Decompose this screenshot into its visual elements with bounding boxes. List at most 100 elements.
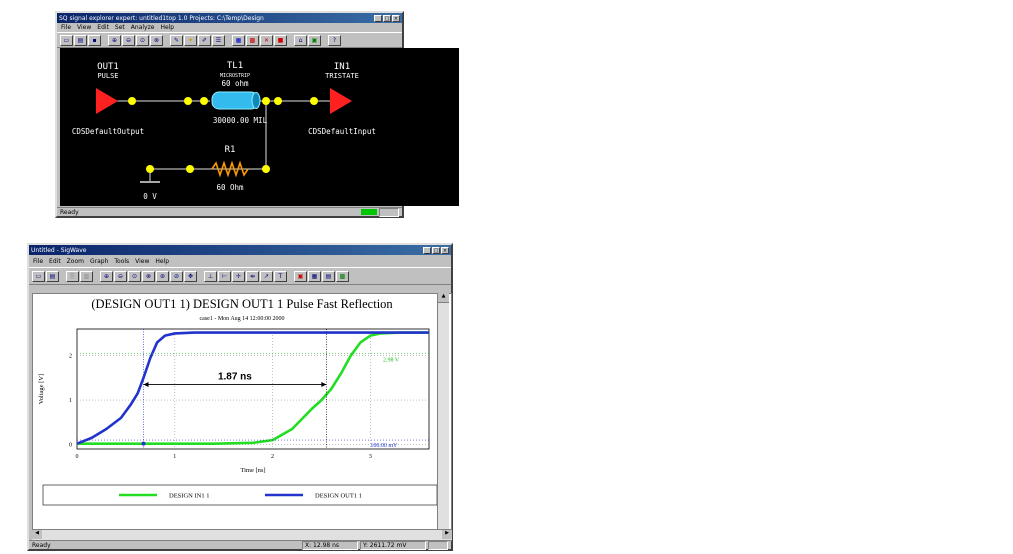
menu-graph[interactable]: Graph	[89, 257, 109, 265]
net-button[interactable]: ▩	[246, 34, 259, 46]
menu-help[interactable]: Help	[160, 24, 175, 31]
edit-tool-button[interactable]: ✎	[170, 34, 183, 46]
crosshair-button[interactable]: ✛	[232, 270, 245, 282]
legend-label-in1: DESIGN IN1 1	[169, 493, 209, 500]
vertical-scrollbar[interactable]: ▲	[437, 293, 449, 529]
tl1-impedance: 60 ohm	[221, 79, 249, 88]
zoom-prev-button[interactable]: ⊘	[170, 270, 183, 282]
status-panel	[379, 207, 399, 217]
delta-button[interactable]: ⇹	[246, 270, 259, 282]
probe-button[interactable]: ▦	[232, 34, 245, 46]
out1-driver-symbol	[96, 88, 118, 114]
schematic-titlebar: SQ signal explorer expert: untitled1top …	[57, 13, 402, 23]
home-button[interactable]: ⌂	[294, 34, 307, 46]
series-line-design-out1	[76, 331, 429, 445]
cursor-button[interactable]: ⊢	[218, 270, 231, 282]
y-axis-label: Voltage [V]	[38, 374, 45, 404]
menu-help[interactable]: Help	[155, 257, 170, 265]
waveform-chart[interactable]: (DESIGN OUT1 1) DESIGN OUT1 1 Pulse Fast…	[33, 294, 451, 530]
delay-annotation: 1.87 ns	[218, 372, 252, 383]
new-file-button[interactable]: ▭	[32, 270, 45, 282]
text-tool-button[interactable]: T	[274, 270, 287, 282]
zoom-area-button[interactable]: ⊗	[150, 34, 163, 46]
scroll-up-button[interactable]: ▲	[438, 293, 449, 303]
delete-button[interactable]: ✕	[260, 34, 273, 46]
series-lines	[76, 331, 429, 445]
close-button[interactable]: ×	[392, 14, 400, 22]
maximize-button[interactable]: □	[383, 14, 391, 22]
help-button[interactable]: ?	[328, 34, 341, 46]
schematic-canvas[interactable]: OUT1 PULSE CDSDefaultOutput TL1 MICROSTR…	[60, 48, 459, 206]
maximize-button[interactable]: □	[432, 246, 440, 254]
sigwave-status-text: Ready	[32, 541, 51, 549]
grid-view-button[interactable]: ▦	[308, 270, 321, 282]
simulate-button[interactable]: ▣	[308, 34, 321, 46]
gnd-label: 0 V	[143, 192, 157, 201]
save-button[interactable]: ▪	[88, 34, 101, 46]
menu-file[interactable]: File	[33, 257, 44, 265]
menu-file[interactable]: File	[61, 24, 72, 31]
high-level-annotation: 2.98 V	[383, 357, 400, 363]
paste-button[interactable]: ▥	[80, 270, 93, 282]
schematic-title: SQ signal explorer expert: untitled1top …	[59, 14, 264, 22]
copy-button[interactable]: ⎘	[66, 270, 79, 282]
axis-ticks: 0 1 2 3 0 1 2	[69, 354, 372, 460]
minimize-button[interactable]: _	[423, 246, 431, 254]
export-button[interactable]: ▩	[336, 270, 349, 282]
pencil-tool-button[interactable]: ✐	[198, 34, 211, 46]
zoom-in-button[interactable]: ⊕	[100, 270, 113, 282]
menu-view[interactable]: View	[77, 24, 92, 31]
table-view-button[interactable]: ▤	[322, 270, 335, 282]
r1-symbol	[211, 160, 249, 178]
graph-view-button[interactable]: ▣	[294, 270, 307, 282]
menu-set[interactable]: Set	[114, 24, 125, 31]
stop-button[interactable]: ■	[274, 34, 287, 46]
zoom-in-button[interactable]: ⊕	[108, 34, 121, 46]
sigwave-window: Untitled - SigWave _ □ × File Edit Zoom …	[27, 243, 453, 551]
horizontal-scrollbar[interactable]: ◀ ▶	[32, 529, 452, 540]
properties-button[interactable]: ☰	[212, 34, 225, 46]
slope-button[interactable]: ↗	[260, 270, 273, 282]
pin-tl1-right2	[274, 97, 282, 105]
marker-button[interactable]: ⊥	[204, 270, 217, 282]
zoom-fit-button[interactable]: ⊙	[136, 34, 149, 46]
zoom-out-button[interactable]: ⊖	[122, 34, 135, 46]
zoom-x-button[interactable]: ⊙	[128, 270, 141, 282]
pin-in1	[310, 97, 318, 105]
schematic-window: SQ signal explorer expert: untitled1top …	[55, 11, 459, 218]
minimize-button[interactable]: _	[374, 14, 382, 22]
open-file-button[interactable]: ▤	[46, 270, 59, 282]
scroll-right-button[interactable]: ▶	[442, 530, 452, 539]
menu-edit[interactable]: Edit	[97, 24, 109, 31]
highlight-tool-button[interactable]: ✦	[184, 34, 197, 46]
delay-arrow-head-right	[321, 382, 327, 388]
low-level-annotation: 100.00 mV	[370, 443, 398, 449]
zoom-fit-button[interactable]: ⊛	[156, 270, 169, 282]
out1-model: PULSE	[97, 72, 118, 80]
x-tick-label: 0	[76, 454, 79, 460]
open-file-button[interactable]: ▤	[74, 34, 87, 46]
sigwave-toolbar: ▭ ▤ ⎘ ▥ ⊕ ⊖ ⊙ ⊗ ⊛ ⊘ ✥ ⊥ ⊢ ✛ ⇹ ↗ T ▣ ▦ ▤ …	[29, 267, 451, 285]
in1-ref: CDSDefaultInput	[308, 127, 376, 136]
plot-area[interactable]: (DESIGN OUT1 1) DESIGN OUT1 1 Pulse Fast…	[32, 293, 452, 541]
schematic-status-text: Ready	[60, 208, 79, 216]
r1-value: 60 Ohm	[216, 183, 244, 192]
tl1-length: 30000.00 MIL	[213, 116, 268, 125]
menu-analyze[interactable]: Analyze	[130, 24, 155, 31]
zoom-y-button[interactable]: ⊗	[142, 270, 155, 282]
menu-tools[interactable]: Tools	[114, 257, 130, 265]
close-button[interactable]: ×	[441, 246, 449, 254]
plot-frame	[76, 328, 430, 450]
menu-zoom[interactable]: Zoom	[66, 257, 84, 265]
zoom-out-button[interactable]: ⊖	[114, 270, 127, 282]
pan-button[interactable]: ✥	[184, 270, 197, 282]
in1-receiver-symbol	[330, 88, 352, 114]
chart-title: (DESIGN OUT1 1) DESIGN OUT1 1 Pulse Fast…	[91, 297, 393, 311]
new-file-button[interactable]: ▭	[60, 34, 73, 46]
menu-view[interactable]: View	[135, 257, 150, 265]
menu-edit[interactable]: Edit	[49, 257, 61, 265]
pin-tl1-left2	[200, 97, 208, 105]
x-tick-label: 3	[369, 454, 372, 460]
scroll-left-button[interactable]: ◀	[32, 530, 42, 539]
y-tick-label: 2	[69, 354, 72, 360]
